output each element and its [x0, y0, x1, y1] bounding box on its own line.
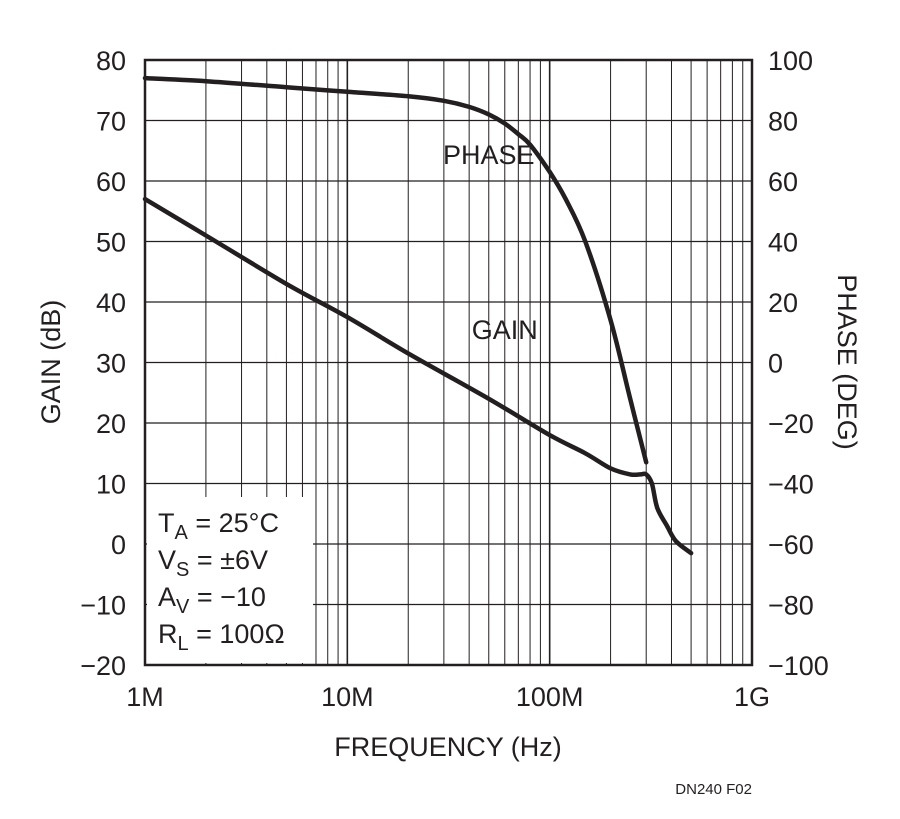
x-tick-label: 1G: [734, 682, 770, 712]
left-tick-label: 60: [96, 167, 126, 197]
left-tick-label: 0: [111, 530, 126, 560]
right-tick-label: −60: [768, 530, 814, 560]
grid: [145, 60, 753, 665]
left-tick-label: −20: [80, 651, 126, 681]
right-tick-label: −20: [768, 409, 814, 439]
right-axis-title: PHASE (DEG): [832, 274, 862, 450]
right-tick-label: 100: [768, 46, 813, 76]
x-tick-label: 10M: [321, 682, 374, 712]
x-axis-title: FREQUENCY (Hz): [334, 732, 562, 762]
left-tick-label: 50: [96, 228, 126, 258]
right-tick-label: −80: [768, 591, 814, 621]
right-tick-label: 40: [768, 228, 798, 258]
plot-frame: [143, 58, 754, 667]
left-tick-label: −10: [80, 591, 126, 621]
left-tick-label: 80: [96, 46, 126, 76]
condition-line: TA = 25°C: [158, 508, 279, 544]
condition-line: VS = ±6V: [158, 545, 268, 581]
right-tick-label: 0: [768, 349, 783, 379]
series-layer: PHASE GAIN: [142, 75, 694, 556]
right-tick-label: 80: [768, 107, 798, 137]
figure-id: DN240 F02: [675, 781, 752, 798]
left-tick-label: 40: [96, 288, 126, 318]
right-tick-label: −100: [768, 651, 829, 681]
x-axis-ticks: 1M 10M 100M 1G: [126, 682, 770, 712]
left-axis-title: GAIN (dB): [36, 300, 66, 425]
conditions-box-background: [147, 497, 313, 663]
condition-line: RL = 100Ω: [158, 619, 285, 655]
left-tick-label: 20: [96, 409, 126, 439]
left-tick-label: 10: [96, 470, 126, 500]
x-tick-label: 1M: [126, 682, 164, 712]
right-tick-label: 60: [768, 167, 798, 197]
curve-label-phase: PHASE: [443, 140, 535, 170]
right-tick-label: −40: [768, 470, 814, 500]
x-tick-label: 100M: [516, 682, 584, 712]
left-axis-ticks: 80 70 60 50 40 30 20 10 0 −10 −20: [80, 46, 126, 681]
series-line-phase: [142, 75, 649, 465]
condition-line: AV = −10: [158, 582, 266, 618]
left-tick-label: 30: [96, 349, 126, 379]
right-axis-ticks: 100 80 60 40 20 0 −20 −40 −60 −80 −100: [768, 46, 829, 681]
series-line-gain: [142, 196, 694, 556]
left-tick-label: 70: [96, 107, 126, 137]
right-tick-label: 20: [768, 288, 798, 318]
curve-label-gain: GAIN: [472, 315, 538, 345]
